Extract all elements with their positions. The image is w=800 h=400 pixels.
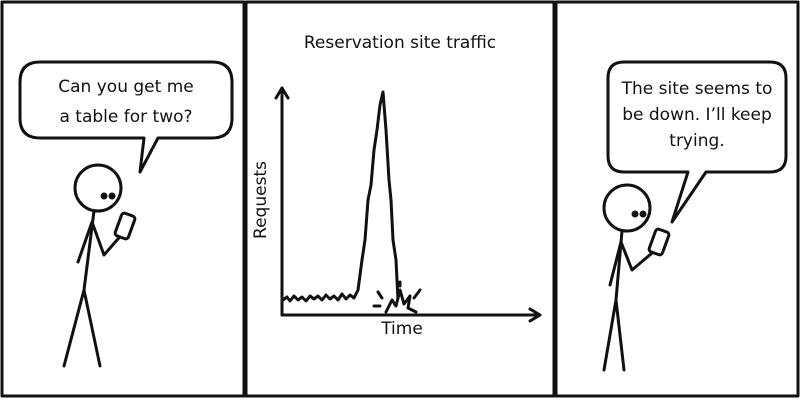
y-axis <box>274 86 290 317</box>
y-axis-label: Requests <box>251 161 271 239</box>
eye <box>639 210 647 218</box>
panel-frame <box>0 0 246 398</box>
traffic-line <box>281 90 400 303</box>
speech-text: The site seems to be down. I’ll keep tryin… <box>621 79 773 151</box>
speech-line: Can you get me <box>58 77 193 97</box>
body <box>62 209 102 368</box>
stick-figure <box>62 163 137 368</box>
x-axis <box>280 307 542 323</box>
panel-frame <box>244 0 556 398</box>
crash-burst <box>372 280 422 314</box>
panel-frame <box>554 0 800 398</box>
x-axis-label: Time <box>380 319 423 339</box>
speech-line: The site seems to <box>621 79 773 99</box>
phone <box>113 211 137 241</box>
axes <box>274 86 542 323</box>
speech-text: Can you get me a table for two? <box>58 77 193 127</box>
stick-figure <box>602 183 671 372</box>
phone <box>647 227 671 257</box>
arms <box>76 220 126 264</box>
eye <box>631 210 639 218</box>
speech-line: be down. I’ll keep <box>622 105 772 125</box>
speech-line: trying. <box>669 131 724 151</box>
head <box>73 163 123 213</box>
eye <box>100 192 108 200</box>
chart-title: Reservation site traffic <box>304 33 496 53</box>
speech-bubble <box>606 60 788 224</box>
arms <box>608 240 660 287</box>
speech-line: a table for two? <box>59 107 192 127</box>
body <box>602 229 626 372</box>
head <box>602 183 652 233</box>
eye <box>108 192 116 200</box>
speech-bubble <box>18 60 234 174</box>
